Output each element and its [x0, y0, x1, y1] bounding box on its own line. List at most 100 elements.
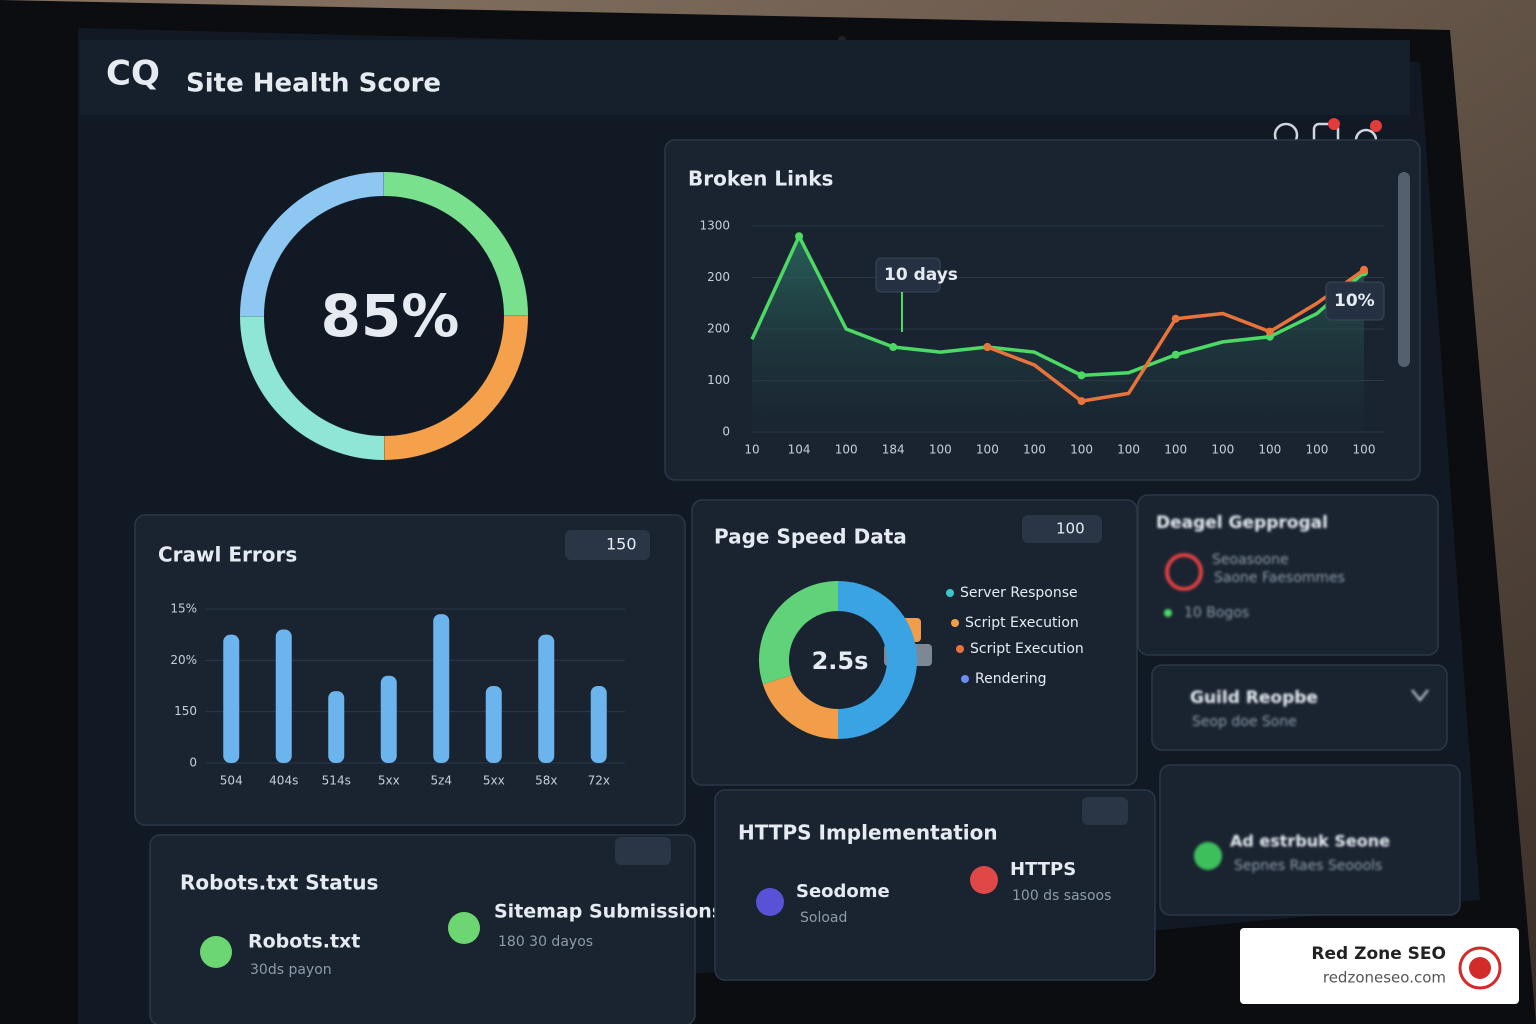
- y-tick-label: 1300: [699, 219, 730, 233]
- legend-label: Server Response: [960, 585, 1078, 601]
- legend-label: Script Execution: [965, 615, 1079, 631]
- y-tick-label: 100: [707, 373, 730, 387]
- line-point: [889, 343, 898, 352]
- health-ring: [240, 172, 528, 460]
- side-line: Seoasoone: [1212, 552, 1289, 568]
- x-tick-label: 404s: [269, 774, 298, 788]
- bar: [328, 691, 345, 763]
- status-dot: [1164, 609, 1172, 617]
- line-point: [1265, 327, 1274, 336]
- bar: [275, 629, 292, 763]
- line-series: [750, 234, 1366, 378]
- cross-icon: [970, 866, 998, 894]
- y-tick-label: 15%: [170, 602, 197, 616]
- line-area: [752, 236, 1364, 432]
- status-icon: [1194, 842, 1222, 870]
- logo: CQ: [106, 54, 160, 94]
- panel-title: HTTPS Implementation: [738, 821, 998, 845]
- x-tick-label: 100: [1164, 443, 1187, 457]
- annotation-box: [1325, 281, 1385, 321]
- legend-dot: [956, 645, 964, 653]
- item-sub: Soload: [800, 910, 847, 926]
- legend-dot: [951, 619, 959, 627]
- x-tick-label: 100: [929, 443, 952, 457]
- item-sub: 180 30 dayos: [498, 934, 593, 950]
- y-tick-label: 0: [189, 756, 197, 770]
- item-label: Robots.txt: [248, 931, 360, 953]
- watermark-name: Red Zone SEO: [1311, 944, 1446, 964]
- item-label: HTTPS: [1010, 859, 1076, 880]
- line-point: [983, 343, 992, 352]
- health-score: 85%: [321, 282, 460, 350]
- x-tick-label: 5z4: [430, 774, 452, 788]
- line-point: [795, 232, 804, 241]
- scrollbar[interactable]: [1398, 172, 1410, 367]
- annotation: 10 days: [884, 265, 958, 285]
- watermark-url: redzoneseo.com: [1323, 969, 1446, 987]
- annotation: 10%: [1334, 291, 1375, 311]
- bar: [380, 675, 397, 763]
- x-tick-label: 184: [882, 443, 905, 457]
- side-panel: [1137, 494, 1439, 656]
- legend-dot: [946, 589, 954, 597]
- x-tick-label: 100: [1023, 443, 1046, 457]
- side-panel: [1151, 664, 1448, 751]
- donut-segment: [759, 581, 839, 685]
- legend-label: Script Execution: [970, 641, 1084, 657]
- side-sub: Seop doe Sone: [1192, 714, 1297, 730]
- header-bar: [80, 40, 1410, 115]
- side-title: Deagel Gepprogal: [1156, 513, 1328, 533]
- x-tick-label: 10: [744, 443, 759, 457]
- watermark-card: [1240, 928, 1519, 1004]
- x-tick-label: 100: [1353, 443, 1376, 457]
- badge-dot: [1328, 118, 1340, 130]
- badge[interactable]: [565, 530, 650, 560]
- watermark-logo-core: [1469, 957, 1491, 979]
- annotation-box: [875, 257, 941, 293]
- chevron[interactable]: [1411, 689, 1429, 703]
- badge-text: 100: [1056, 520, 1085, 538]
- x-tick-label: 72x: [588, 774, 610, 788]
- x-tick-label: 100: [976, 443, 999, 457]
- line-point: [1360, 265, 1368, 274]
- robots-panel: [149, 834, 696, 1024]
- x-tick-label: 100: [835, 443, 858, 457]
- panel-title: Page Speed Data: [714, 525, 907, 549]
- line-point: [1077, 371, 1086, 380]
- item-sub: 30ds payon: [250, 962, 332, 978]
- x-tick-label: 100: [1258, 443, 1281, 457]
- badge[interactable]: [1022, 515, 1102, 543]
- bar: [223, 634, 240, 763]
- badge[interactable]: [1082, 797, 1128, 825]
- line-point: [1077, 397, 1086, 406]
- badge-text: 150: [606, 535, 637, 554]
- check-icon: [200, 936, 232, 968]
- panel-title: Broken Links: [688, 167, 833, 191]
- legend-dot: [961, 675, 969, 683]
- y-tick-label: 20%: [170, 653, 197, 667]
- x-tick-label: 100: [1211, 443, 1234, 457]
- x-tick-label: 5xx: [483, 774, 505, 788]
- panel-title: Crawl Errors: [158, 543, 297, 567]
- cross-icon: [756, 888, 784, 916]
- bar: [590, 686, 607, 763]
- item-sub: 100 ds sasoos: [1012, 888, 1111, 904]
- badge[interactable]: [615, 837, 671, 865]
- y-tick-label: 150: [174, 704, 197, 718]
- side-sub: Sepnes Raes Seoools: [1234, 858, 1382, 874]
- x-tick-label: 100: [1070, 443, 1093, 457]
- https-panel: [714, 789, 1156, 981]
- panel-title: Robots.txt Status: [180, 871, 378, 895]
- x-tick-label: 100: [1117, 443, 1140, 457]
- item-label: Sitemap Submissions: [494, 901, 723, 923]
- donut-segment: [837, 581, 917, 739]
- side-panel: [1159, 764, 1461, 916]
- bar: [433, 614, 450, 763]
- x-tick-label: 504: [220, 774, 243, 788]
- side-line: 10 Bogos: [1184, 605, 1249, 621]
- check-icon: [448, 912, 480, 944]
- line-point: [1171, 314, 1180, 323]
- y-tick-label: 200: [707, 270, 730, 284]
- y-tick-label: 0: [722, 425, 730, 439]
